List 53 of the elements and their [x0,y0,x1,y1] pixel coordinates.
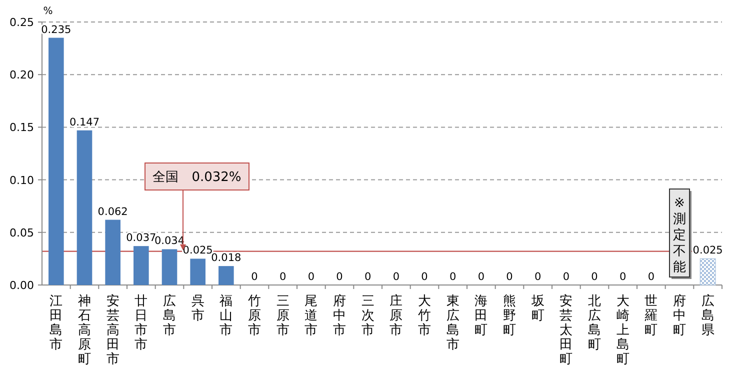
data-label: 0 [648,271,655,283]
data-label: 0 [449,271,456,283]
data-label: 0 [308,271,315,283]
x-tick-label: 福山市 [220,294,233,338]
data-label: 0 [421,271,428,283]
data-label: 0 [251,271,258,283]
x-tick-label: 三次市 [361,294,374,338]
data-label: 0 [591,271,598,283]
data-label: 0 [562,271,570,283]
y-tick-label: 0.10 [10,174,34,187]
x-tick-label: 大崎上島町 [616,294,630,365]
annotation: ※測定不能 [673,196,686,275]
data-label: 0 [279,271,286,283]
data-label: 0.235 [41,24,72,36]
x-tick-label: 府中市 [333,293,346,338]
data-label: 0 [534,271,542,283]
x-tick-label: 竹原市 [248,294,261,338]
x-tick-label: 江田島市 [50,294,63,352]
x-tick-label: 世羅町 [644,294,658,338]
data-label: 0.147 [69,116,100,128]
x-tick-label: 庄原市 [390,294,403,338]
y-tick-label: 0.25 [10,16,34,29]
x-tick-label: 広島県 [701,293,714,338]
data-label: 0 [364,271,372,283]
x-tick-label: 坂町 [530,294,544,324]
x-tick-label: 廿日市市 [134,294,148,352]
x-tick-label: 安芸高田市 [106,293,120,365]
data-label: 0 [506,271,513,283]
y-tick-label: 0.00 [10,279,34,292]
x-tick-label: 尾道市 [304,294,318,338]
y-tick-label: 0.05 [10,226,34,240]
x-tick-label: 神石高原町 [78,294,91,365]
y-axis-title: % [43,6,53,17]
x-tick-label: 大竹市 [418,294,431,338]
x-tick-label: 東広島市 [446,294,460,352]
data-label: 0.037 [126,232,156,244]
x-tick-label: 広島市 [163,293,176,338]
x-tick-label: 呉市 [191,294,204,324]
x-tick-label: 府中町 [673,293,686,338]
x-tick-label: 三原市 [276,294,290,338]
data-label: 0.018 [211,252,242,264]
ref-line-label: 全国 0.032% [152,170,242,185]
x-tick-label: 熊野町 [503,294,516,338]
data-label: 0 [619,271,626,283]
y-tick-label: 0.20 [10,68,34,82]
data-label: 0 [478,271,485,283]
y-tick-label: 0.15 [10,121,34,134]
data-label: 0.062 [98,206,128,218]
x-tick-label: 海田町 [474,294,488,338]
x-tick-label: 安芸太田町 [560,293,573,365]
data-label: 0 [392,271,400,283]
data-label: 0 [336,271,343,283]
x-tick-label: 北広島町 [588,294,601,352]
